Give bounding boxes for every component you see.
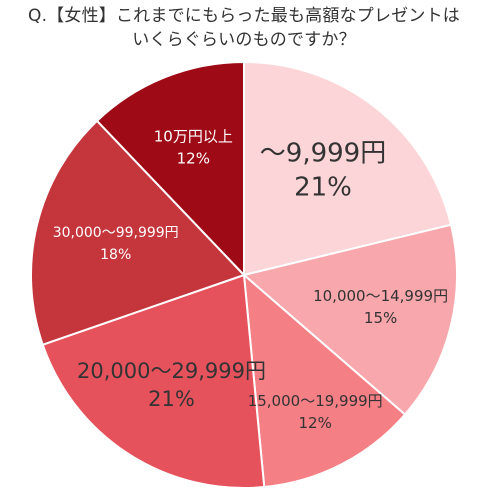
pie-slice-4 [41,273,266,489]
slice-percent-5: 18% [100,247,131,263]
slice-percent-1: 21% [294,173,352,203]
slice-percent-3: 12% [299,414,332,432]
pie-slice-2 [241,223,458,416]
pie-slices [29,60,458,489]
chart-title-line-1: Q.【女性】これまでにもらった最も高額なプレゼントは [28,6,460,26]
chart-title: Q.【女性】これまでにもらった最も高額なプレゼントは いくらぐらいのものですか？ [10,4,478,52]
slice-label-3: 15,000～19,999円 [248,392,383,410]
slice-label-4: 20,000～29,999円 [77,359,266,383]
slice-label-6: 10万円以上 [154,127,233,145]
pie-slice-6 [95,60,245,278]
pie-labels: ～9,999円 21% 10,000～14,999円 15% 15,000～19,999… [53,127,448,432]
slice-label-5: 30,000～99,999円 [53,225,179,241]
slice-percent-4: 21% [148,387,195,411]
slice-percent-2: 15% [364,309,397,327]
chart-title-line-2: いくらぐらいのものですか？ [132,30,356,50]
slice-label-2: 10,000～14,999円 [313,287,448,305]
pie-slice-3 [242,272,407,489]
slice-percent-6: 12% [177,149,210,167]
slice-label-1: ～9,999円 [260,139,386,169]
pie-slice-5 [29,119,246,346]
pie-slice-1 [243,60,453,277]
